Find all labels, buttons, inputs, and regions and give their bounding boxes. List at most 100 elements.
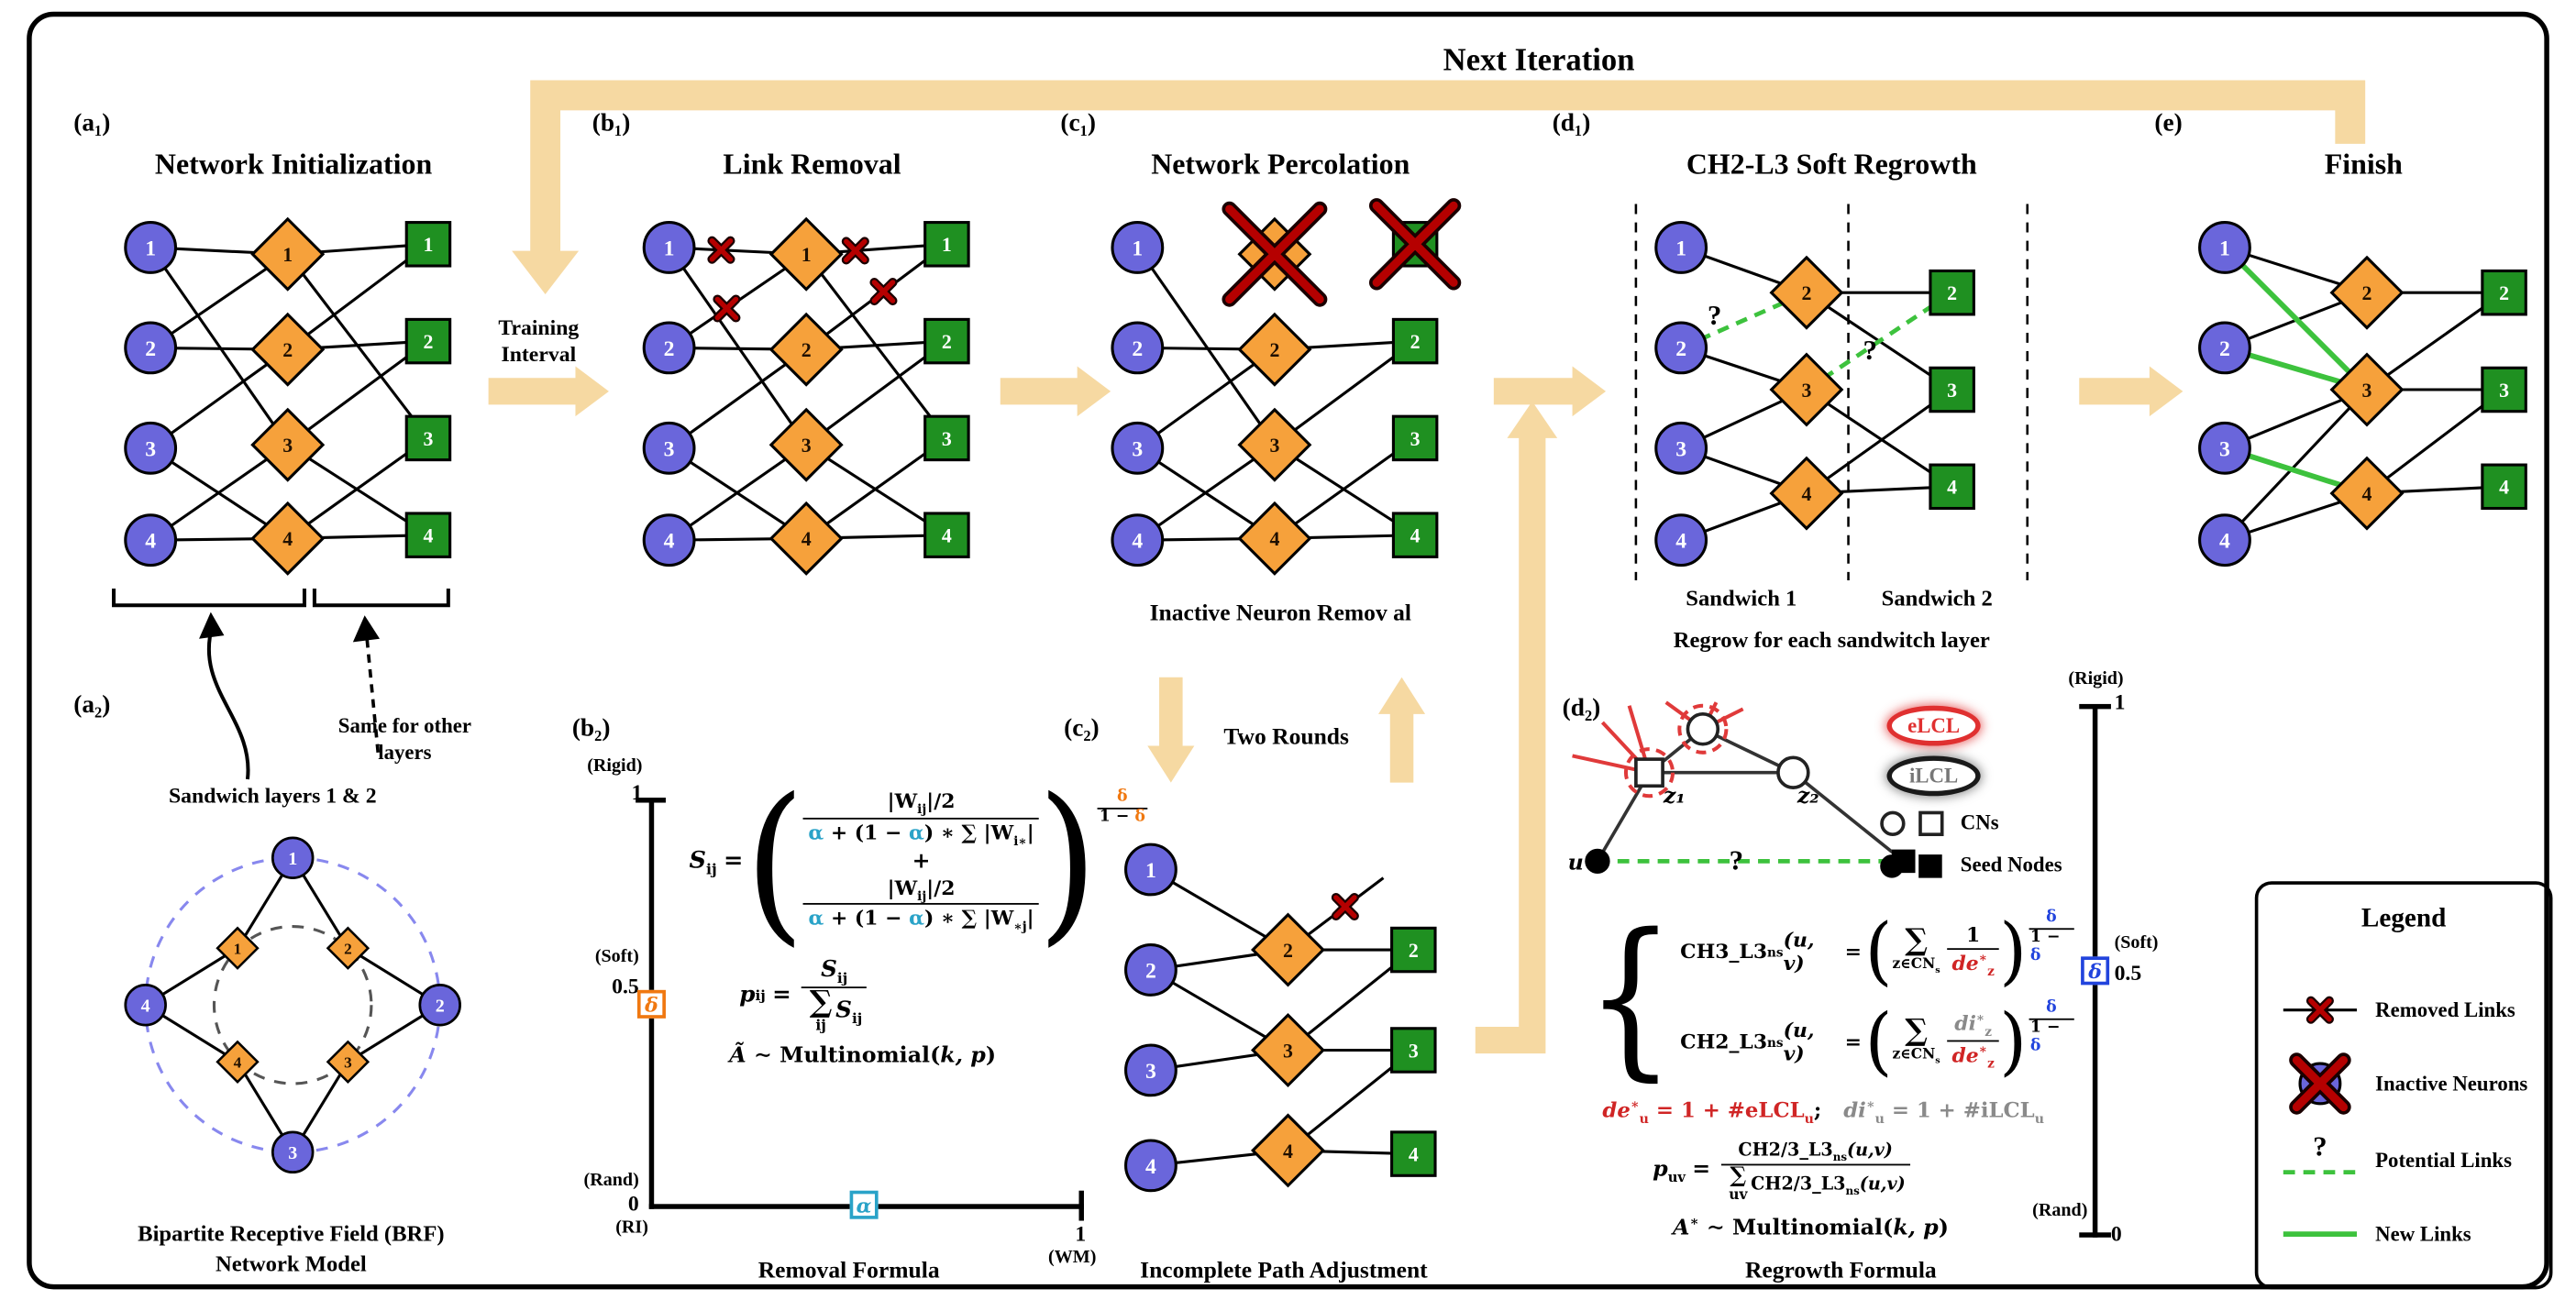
b2-caption: Removal Formula [757, 1259, 940, 1284]
d2-delta-box: δ [2081, 956, 2110, 986]
inactive-neurons-icon [2275, 1052, 2365, 1115]
svg-text:?: ? [1863, 334, 1877, 366]
svg-text:4: 4 [234, 1053, 242, 1071]
svg-text:4: 4 [1801, 483, 1811, 505]
svg-text:2: 2 [145, 337, 156, 361]
svg-text:3: 3 [1801, 380, 1811, 402]
svg-text:1: 1 [942, 234, 952, 256]
stage-e-tag: (e) [2154, 110, 2183, 138]
svg-text:2: 2 [1132, 337, 1143, 361]
svg-text:3: 3 [423, 428, 433, 450]
stage-c2-tag: (c₂) [1064, 715, 1100, 743]
cns-label: CNs [1960, 810, 1999, 835]
d2-rand-label: (Rand) [2032, 1200, 2088, 1221]
regrowth-formula: { CH3_L3 ns (u, v) = ( ∑ z∈CNs 1 de∗z ) δ 1… [1586, 909, 2074, 1242]
svg-text:2: 2 [1409, 940, 1419, 962]
open-paren: ( [745, 762, 805, 963]
d2-half-label: 0.5 [2114, 959, 2142, 986]
b2-soft-label: (Soft) [594, 946, 639, 967]
ilcl-badge: iLCL [1886, 755, 1981, 797]
stage-c1-tag: (c₁) [1060, 110, 1097, 138]
svg-text:3: 3 [1269, 435, 1279, 457]
alpha-symbol: α [808, 821, 824, 844]
seed-circle-icon [1880, 854, 1904, 878]
sandwich2-label: Sandwich 2 [1881, 585, 1993, 611]
svg-text:3: 3 [1675, 437, 1686, 461]
b2-delta-box: δ [636, 989, 666, 1019]
stage-d1-tag: (d₁) [1552, 110, 1591, 138]
svg-text:4: 4 [942, 525, 952, 547]
svg-text:4: 4 [802, 528, 812, 550]
svg-text:4: 4 [1947, 477, 1957, 499]
svg-text:4: 4 [664, 530, 675, 554]
legend-row-removed: Removed Links [2275, 988, 2515, 1031]
svg-text:u: u [1568, 849, 1584, 875]
brf-caption-2: Network Model [215, 1250, 367, 1276]
svg-text:4: 4 [423, 525, 433, 547]
svg-text:3: 3 [664, 437, 675, 461]
svg-text:3: 3 [2219, 437, 2230, 461]
svg-text:z₁: z₁ [1663, 783, 1686, 809]
potential-links-icon: ? [2275, 1129, 2365, 1189]
stage-b1-tag: (b₁) [591, 110, 631, 138]
svg-text:1: 1 [234, 940, 242, 957]
network-brf: 1 2 3 4 1 2 3 4 [120, 832, 465, 1177]
stage-a1-tag: (a₁) [73, 110, 111, 138]
svg-text:4: 4 [1145, 1155, 1156, 1179]
cn-circle-icon [1880, 810, 1906, 837]
svg-text:2: 2 [2499, 282, 2509, 304]
d2-zero-label: 0 [2110, 1220, 2122, 1246]
seed-nodes-label: Seed Nodes [1960, 853, 2062, 876]
pij-formula-row: p ij = Sij ∑ ij Sij [739, 956, 1157, 1034]
c1-caption: Inactive Neuron Remov al [1149, 601, 1411, 628]
d2-caption: Regrowth Formula [1744, 1259, 1937, 1284]
svg-text:1: 1 [1132, 237, 1143, 260]
svg-text:1: 1 [664, 237, 675, 260]
stage-d1-title: CH2-L3 Soft Regrowth [1686, 147, 1977, 181]
network-e: 1 2 3 4 2 3 4 2 3 4 [2172, 201, 2557, 594]
training-interval-label: Training Interval [498, 314, 580, 367]
b2-rand-label: (Rand) [583, 1170, 639, 1191]
svg-text:4: 4 [1283, 1140, 1293, 1162]
svg-text:1: 1 [282, 244, 293, 266]
svg-text:3: 3 [802, 435, 812, 457]
svg-text:3: 3 [1410, 428, 1421, 450]
svg-text:3: 3 [145, 437, 156, 461]
svg-text:3: 3 [2362, 380, 2372, 402]
svg-text:2: 2 [1269, 339, 1279, 361]
svg-text:3: 3 [2499, 380, 2509, 402]
svg-text:2: 2 [423, 331, 433, 353]
ch3-formula: CH3_L3 ns (u, v) = ( ∑ z∈CNs 1 de∗z ) δ 1 −… [1680, 909, 2074, 987]
removed-links-icon [2275, 988, 2365, 1031]
puv-formula-row: puv = CH2/3_L3ns(u,v) ∑ uv CH2/3_L3ns(u,v) [1653, 1140, 2074, 1203]
svg-text:4: 4 [1410, 525, 1421, 547]
d2-soft-label: (Soft) [2114, 932, 2159, 953]
ch-system-row: { CH3_L3 ns (u, v) = ( ∑ z∈CNs 1 de∗z ) δ 1… [1586, 909, 2074, 1083]
svg-text:1: 1 [2219, 237, 2230, 260]
legend-row-new: New Links [2275, 1212, 2471, 1255]
same-note: Same for other layers [337, 713, 472, 766]
svg-text:3: 3 [344, 1053, 352, 1071]
two-rounds-label: Two Rounds [1223, 725, 1349, 751]
next-iteration-label: Next Iteration [1443, 43, 1635, 79]
svg-text:?: ? [1730, 843, 1743, 876]
svg-text:3: 3 [1409, 1040, 1419, 1062]
svg-text:4: 4 [1409, 1143, 1419, 1165]
svg-text:3: 3 [1132, 437, 1143, 461]
b2-wm-label: (WM) [1048, 1247, 1097, 1268]
svg-text:2: 2 [1410, 331, 1421, 353]
multinomial-row: Ã ∼ Multinomial(k, p) [729, 1044, 997, 1070]
close-paren: ) [1037, 762, 1098, 963]
svg-text:3: 3 [1145, 1060, 1156, 1084]
c2-caption: Incomplete Path Adjustment [1140, 1259, 1428, 1284]
svg-text:2: 2 [802, 339, 812, 361]
brf-caption-1: Bipartite Receptive Field (BRF) [138, 1220, 445, 1246]
legend-row-inactive: Inactive Neurons [2275, 1052, 2527, 1115]
svg-text:2: 2 [2362, 282, 2372, 304]
svg-text:4: 4 [282, 528, 293, 550]
svg-text:1: 1 [802, 244, 812, 266]
svg-text:4: 4 [141, 996, 150, 1016]
b2-axis-top-tick [636, 798, 666, 803]
d1-caption: Regrow for each sandwitch layer [1673, 627, 1990, 653]
